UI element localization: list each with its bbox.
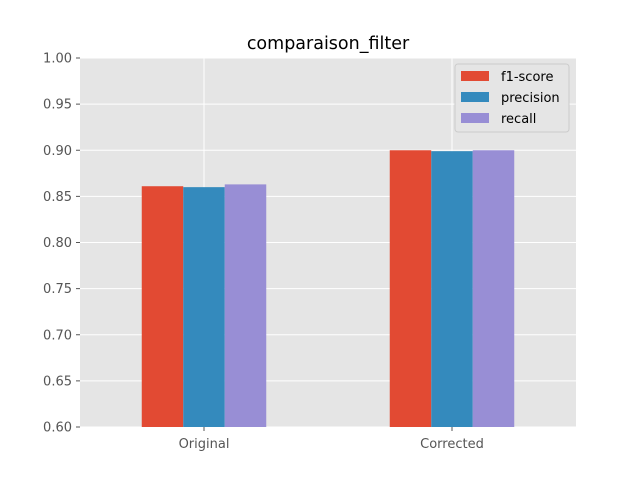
bar-precision-corrected xyxy=(431,151,473,428)
y-tick-label: 0.90 xyxy=(43,144,72,159)
y-tick-label: 0.80 xyxy=(43,236,72,251)
chart-title: comparaison_filter xyxy=(247,34,410,54)
legend: f1-score precision recall xyxy=(454,63,570,133)
x-tick-label: Corrected xyxy=(420,437,484,452)
bar-f1-score-original xyxy=(141,186,184,427)
y-axis: 0.60 0.65 0.70 0.75 0.80 0.85 0.90 0.95 1.00 xyxy=(43,52,80,436)
legend-label-recall: recall xyxy=(501,112,536,127)
bar-f1-score-corrected xyxy=(389,150,432,427)
legend-swatch-f1-score xyxy=(461,71,489,81)
legend-swatch-precision xyxy=(461,92,489,102)
bars xyxy=(141,150,515,428)
bar-recall-corrected xyxy=(472,150,515,427)
legend-label-f1-score: f1-score xyxy=(501,70,553,85)
bar-recall-original xyxy=(224,184,267,427)
y-tick-label: 0.85 xyxy=(43,190,72,205)
y-tick-label: 0.70 xyxy=(43,328,72,343)
legend-label-precision: precision xyxy=(501,91,560,106)
y-tick-label: 0.95 xyxy=(43,98,72,113)
y-tick-label: 0.75 xyxy=(43,282,72,297)
legend-swatch-recall xyxy=(461,113,489,123)
y-tick-label: 1.00 xyxy=(43,52,72,67)
x-axis: Original Corrected xyxy=(179,427,484,452)
bar-precision-original xyxy=(183,187,225,427)
x-tick-label: Original xyxy=(179,437,230,452)
y-tick-label: 0.60 xyxy=(43,421,72,436)
y-tick-label: 0.65 xyxy=(43,374,72,389)
